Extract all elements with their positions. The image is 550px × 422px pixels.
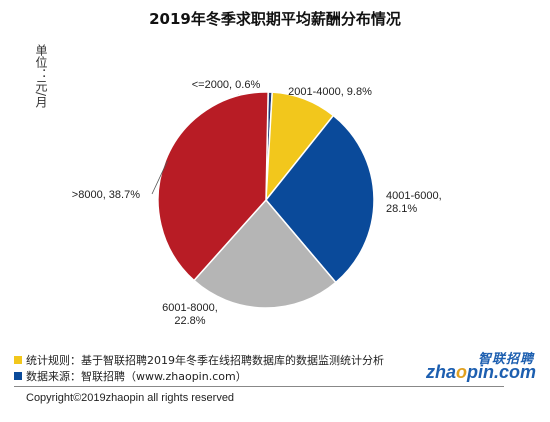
slice-label-0: <=2000, 0.6% [192,79,261,91]
pie-slice-2 [265,114,375,284]
pie-slice-3 [192,198,337,309]
leader-line-4 [151,161,168,195]
pie-slice-4 [157,91,269,282]
chart-title: 2019年冬季求职期平均薪酬分布情况 [149,10,401,28]
slice-label-2: 4001-6000, 28.1% [386,190,442,215]
divider [14,386,504,387]
logo-cn-text: 智联招聘 [477,352,534,367]
unit-label: 单位：元/月 [34,44,48,109]
zhaopin-logo: 智联招聘 zhaopin.com [426,348,540,382]
footnote-rule-text: 统计规则：基于智联招聘2019年冬季在线招聘数据库的数据监测统计分析 [26,354,384,367]
footnote-rule: 统计规则：基于智联招聘2019年冬季在线招聘数据库的数据监测统计分析 [14,352,384,368]
pie-chart: <=2000, 0.6% 2001-4000, 9.8% 4001-6000, 28.… [72,79,442,327]
footnote-source: 数据来源：智联招聘（www.zhaopin.com） [14,368,247,384]
footnote-source-text: 数据来源：智联招聘（www.zhaopin.com） [26,370,247,383]
slice-label-1: 2001-4000, 9.8% [288,86,372,98]
slice-label-3: 6001-8000, 22.8% [162,302,218,327]
slice-label-4: >8000, 38.7% [72,189,140,201]
logo-en-text: zhaopin.com [425,362,536,382]
copyright: Copyright©2019zhaopin all rights reserve… [26,392,235,404]
footnote-rule-swatch [14,356,22,364]
footnote-source-swatch [14,372,22,380]
